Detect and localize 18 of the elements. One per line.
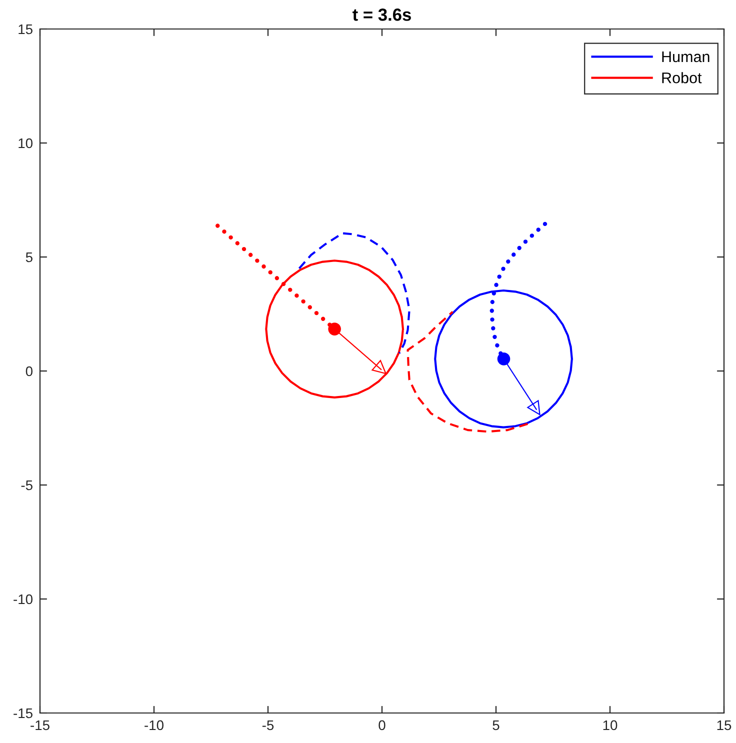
line-series — [298, 232, 410, 354]
y-tick-label: 5 — [26, 252, 32, 262]
x-tick-label: -5 — [262, 720, 274, 730]
x-tick-label: 5 — [492, 720, 500, 730]
x-tick-label: 10 — [603, 720, 618, 730]
y-tick-label: -15 — [14, 708, 32, 718]
y-tick-label: -5 — [21, 480, 32, 490]
y-tick-label: -10 — [14, 594, 33, 604]
legend-label: Human — [662, 52, 710, 62]
x-tick-label: 15 — [717, 720, 732, 730]
legend-label: Robot — [662, 72, 702, 84]
line-series — [406, 310, 529, 433]
chart-title: t = 3.6s — [352, 8, 411, 21]
x-tick-label: 0 — [378, 720, 386, 730]
y-tick-label: 10 — [18, 138, 33, 148]
y-tick-label: 0 — [26, 366, 33, 376]
y-tick-label: 15 — [18, 24, 32, 34]
x-tick-label: -10 — [144, 720, 164, 730]
